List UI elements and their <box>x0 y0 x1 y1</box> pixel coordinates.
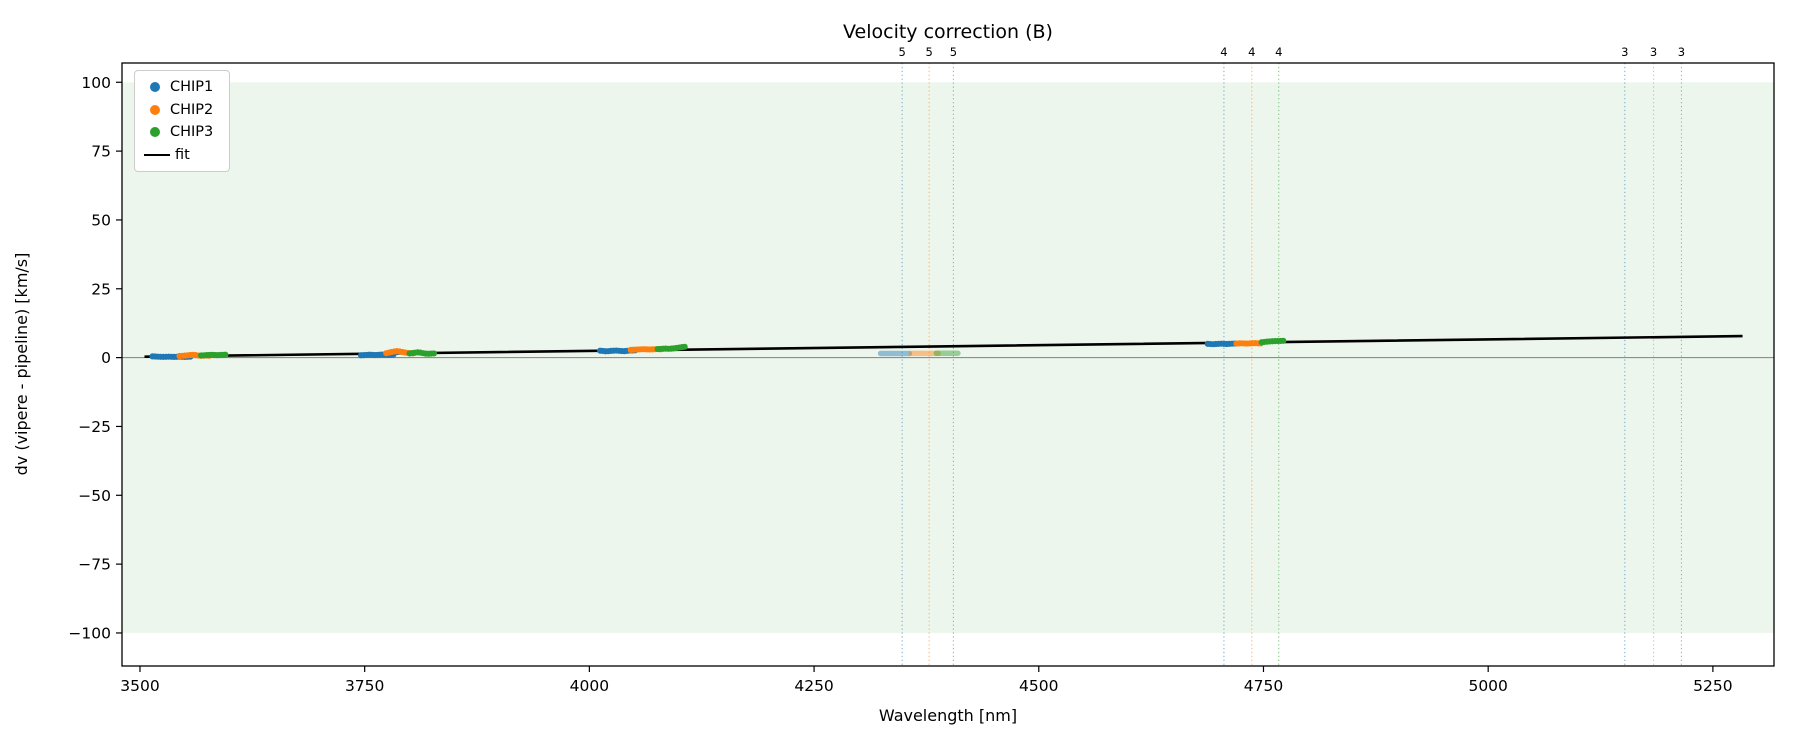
plot-frame <box>121 62 1775 667</box>
y-tick-label: 0 <box>101 349 111 367</box>
chip1-marker-icon <box>150 82 160 93</box>
x-tick-label: 4250 <box>794 677 833 695</box>
legend-label-chip1: CHIP1 <box>170 79 214 95</box>
order-marker-label: 5 <box>898 45 905 59</box>
fit-line-marker-icon <box>144 153 170 156</box>
y-axis-label: dv (vipere - pipeline) [km/s] <box>12 253 31 476</box>
x-tick-label: 4500 <box>1019 677 1058 695</box>
x-axis-label: Wavelength [nm] <box>879 706 1017 725</box>
legend-item-chip1: CHIP1 <box>144 80 213 95</box>
x-tick-label: 5250 <box>1693 677 1732 695</box>
scatter-point <box>1280 337 1287 344</box>
y-tick-label: 75 <box>91 143 111 161</box>
scatter-point <box>430 350 437 357</box>
scatter-point <box>681 343 688 350</box>
y-tick-label: 50 <box>91 211 111 229</box>
order-marker-label: 5 <box>950 45 957 59</box>
order-marker-label: 4 <box>1220 45 1227 59</box>
legend-label-chip3: CHIP3 <box>170 124 214 140</box>
legend-label-fit: fit <box>175 146 190 163</box>
x-tick-label: 4750 <box>1244 677 1283 695</box>
legend-item-chip3: CHIP3 <box>144 125 213 140</box>
legend: CHIP1 CHIP2 CHIP3 fit <box>134 70 231 172</box>
order-marker-label: 4 <box>1248 45 1255 59</box>
plot-area: 5 5 5 4 4 4 3 3 3 3500 3750 4000 4250 4500 4750 5000 525… <box>68 45 1775 695</box>
y-tick-label: 25 <box>91 280 111 298</box>
y-tick-label: −50 <box>78 487 111 505</box>
y-tick-label: 100 <box>81 74 111 92</box>
x-tick-label: 5000 <box>1468 677 1507 695</box>
order-marker-label: 4 <box>1275 45 1282 59</box>
chip2-marker-icon <box>150 104 160 115</box>
order-marker-label: 3 <box>1621 45 1628 59</box>
y-tick-label: −75 <box>78 556 111 574</box>
order-marker-label: 5 <box>925 45 932 59</box>
y-tick-label: −25 <box>78 418 111 436</box>
chart-title: Velocity correction (B) <box>843 21 1053 43</box>
series-CHIP2 <box>176 340 1264 360</box>
x-tick-label: 4000 <box>570 677 609 695</box>
y-tick-label: −100 <box>68 624 111 642</box>
series-CHIP3 <box>197 337 1287 359</box>
order-marker-label: 3 <box>1678 45 1685 59</box>
x-tick-label: 3750 <box>345 677 384 695</box>
scatter-point <box>222 351 229 358</box>
chip3-marker-icon <box>150 127 160 138</box>
legend-label-chip2: CHIP2 <box>170 101 214 118</box>
legend-item-chip2: CHIP2 <box>144 101 214 118</box>
x-tick-label: 3500 <box>120 677 159 695</box>
legend-item-fit: fit <box>144 146 213 163</box>
order-marker-label: 3 <box>1650 45 1657 59</box>
